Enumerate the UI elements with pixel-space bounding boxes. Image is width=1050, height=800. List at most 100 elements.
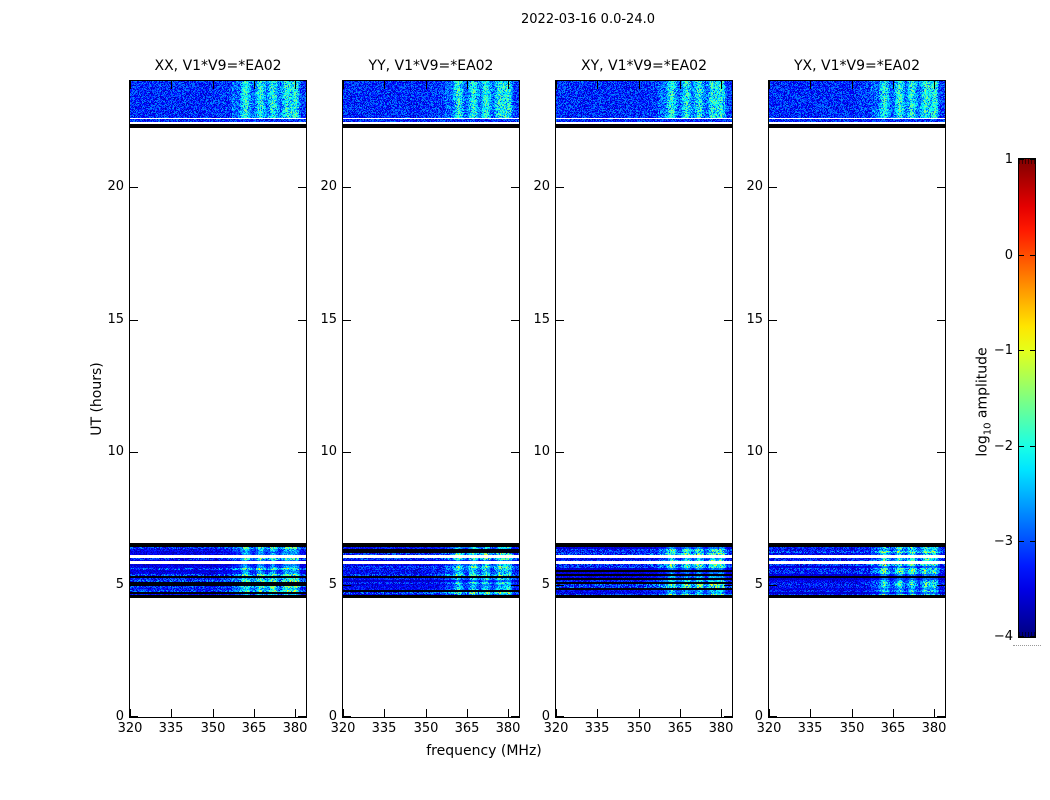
- y-tick-mark: [298, 320, 306, 321]
- panel-title: YY, V1*V9=*EA02: [368, 58, 494, 74]
- y-tick-label: 5: [754, 577, 763, 592]
- x-tick-mark: [426, 81, 427, 89]
- colorbar-label-prefix: log: [974, 435, 991, 457]
- colorbar-tick-label: −2: [993, 439, 1013, 454]
- x-tick-mark: [597, 709, 598, 717]
- y-tick-mark: [556, 585, 564, 586]
- x-tick-mark: [721, 81, 722, 89]
- panel-title: XY, V1*V9=*EA02: [581, 58, 707, 74]
- x-tick-mark: [810, 709, 811, 717]
- x-tick-mark: [426, 709, 427, 717]
- colorbar-edge-hatch: [1019, 159, 1035, 164]
- x-tick-mark: [384, 81, 385, 89]
- x-tick-label: 335: [584, 721, 610, 736]
- colorbar-tick-mark: [1019, 446, 1024, 447]
- y-tick-label: 15: [320, 312, 337, 327]
- y-tick-label: 5: [328, 577, 337, 592]
- y-tick-mark: [130, 716, 138, 717]
- panel-xy: XY, V1*V9=*EA02 320 335 350 365 380 0 5 10 15 20: [533, 58, 733, 736]
- colorbar-tick-label: −3: [993, 534, 1013, 549]
- y-tick-label: 15: [746, 312, 763, 327]
- figure-title: 2022-03-16 0.0-24.0: [521, 12, 655, 27]
- y-tick-label: 10: [107, 444, 124, 459]
- x-tick-mark: [343, 709, 344, 717]
- panel-xx: XX, V1*V9=*EA02 320 335 350 365 380 0 5 10 15 20: [107, 58, 307, 736]
- y-tick-mark: [769, 585, 777, 586]
- x-tick-label: 365: [667, 721, 693, 736]
- y-tick-mark: [298, 452, 306, 453]
- y-tick-label: 20: [533, 179, 550, 194]
- x-tick-mark: [467, 709, 468, 717]
- y-tick-mark: [511, 585, 519, 586]
- y-tick-mark: [130, 320, 138, 321]
- colorbar-label-sub: 10: [982, 422, 994, 436]
- colorbar-tick-mark: [1030, 446, 1035, 447]
- colorbar-tick-mark: [1030, 255, 1035, 256]
- colorbar-tick-mark: [1019, 350, 1024, 351]
- x-tick-mark: [597, 81, 598, 89]
- y-tick-label: 20: [746, 179, 763, 194]
- x-tick-mark: [343, 81, 344, 89]
- x-tick-label: 365: [454, 721, 480, 736]
- x-tick-mark: [213, 709, 214, 717]
- x-tick-label: 365: [241, 721, 267, 736]
- y-tick-mark: [937, 187, 945, 188]
- x-tick-mark: [769, 709, 770, 717]
- panel-title: XX, V1*V9=*EA02: [154, 58, 282, 74]
- y-tick-mark: [511, 320, 519, 321]
- x-tick-label: 320: [330, 721, 356, 736]
- y-tick-mark: [298, 585, 306, 586]
- y-tick-label: 20: [107, 179, 124, 194]
- colorbar-label-suffix: amplitude: [974, 347, 991, 423]
- y-tick-label: 10: [746, 444, 763, 459]
- x-tick-label: 380: [495, 721, 521, 736]
- y-tick-mark: [769, 320, 777, 321]
- y-tick-label: 15: [107, 312, 124, 327]
- spectrogram-canvas: [769, 81, 945, 717]
- colorbar: 1 0 −1 −2 −3 −4: [994, 152, 1036, 644]
- colorbar-tick-mark: [1019, 541, 1024, 542]
- panel-yy: YY, V1*V9=*EA02 320 335 350 365 380 0 5 10 15 20: [320, 58, 520, 736]
- spectrogram-canvas: [556, 81, 732, 717]
- x-tick-label: 335: [371, 721, 397, 736]
- spectrogram-canvas: [130, 81, 306, 717]
- x-tick-mark: [769, 81, 770, 89]
- panel-title: YX, V1*V9=*EA02: [794, 58, 920, 74]
- x-tick-mark: [639, 81, 640, 89]
- x-tick-mark: [680, 81, 681, 89]
- x-tick-mark: [467, 81, 468, 89]
- y-tick-mark: [937, 452, 945, 453]
- x-tick-label: 350: [626, 721, 652, 736]
- colorbar-tick-label: 0: [1004, 248, 1013, 263]
- x-tick-mark: [556, 709, 557, 717]
- x-tick-label: 350: [839, 721, 865, 736]
- y-tick-label: 0: [115, 709, 124, 724]
- y-tick-mark: [343, 320, 351, 321]
- y-tick-label: 10: [533, 444, 550, 459]
- y-tick-mark: [724, 187, 732, 188]
- y-tick-mark: [298, 716, 306, 717]
- x-tick-label: 380: [282, 721, 308, 736]
- y-tick-mark: [724, 585, 732, 586]
- y-tick-mark: [937, 320, 945, 321]
- x-tick-mark: [680, 709, 681, 717]
- x-tick-mark: [852, 81, 853, 89]
- colorbar-edge-hatch: [1019, 632, 1035, 637]
- y-tick-mark: [511, 716, 519, 717]
- y-tick-mark: [343, 716, 351, 717]
- x-tick-mark: [852, 709, 853, 717]
- y-tick-mark: [511, 452, 519, 453]
- x-tick-mark: [639, 709, 640, 717]
- y-tick-mark: [343, 187, 351, 188]
- y-tick-label: 15: [533, 312, 550, 327]
- x-tick-label: 350: [200, 721, 226, 736]
- y-tick-mark: [343, 585, 351, 586]
- y-tick-label: 5: [541, 577, 550, 592]
- x-tick-mark: [171, 709, 172, 717]
- x-tick-mark: [810, 81, 811, 89]
- x-tick-mark: [254, 81, 255, 89]
- x-tick-mark: [254, 709, 255, 717]
- y-tick-mark: [130, 585, 138, 586]
- x-axis-label: frequency (MHz): [426, 743, 542, 759]
- x-tick-mark: [556, 81, 557, 89]
